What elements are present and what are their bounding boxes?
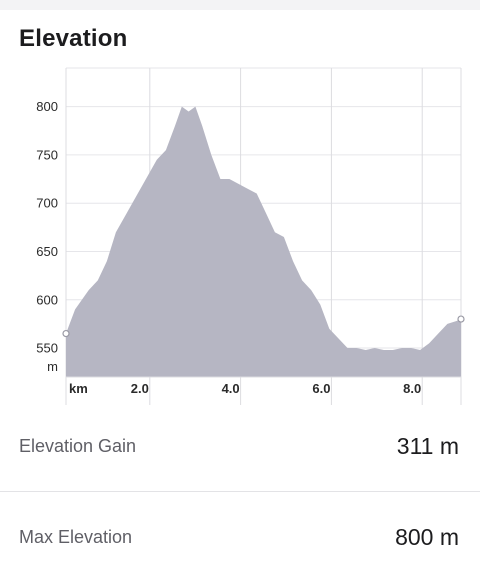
y-tick-label: 550 xyxy=(36,341,58,356)
divider xyxy=(0,491,480,492)
y-tick-label: 700 xyxy=(36,196,58,211)
x-tick-label: 4.0 xyxy=(222,381,240,396)
x-tick-label: 8.0 xyxy=(403,381,421,396)
endpoint-marker xyxy=(457,315,465,323)
stat-row-elevation-gain: Elevation Gain 311 m xyxy=(19,426,459,466)
stat-label: Max Elevation xyxy=(19,526,133,547)
x-tick-label: 6.0 xyxy=(312,381,330,396)
top-strip xyxy=(0,0,480,10)
y-tick-label: 600 xyxy=(36,292,58,307)
stat-value: 311 m xyxy=(396,432,459,459)
y-tick-label: 800 xyxy=(36,99,58,114)
y-tick-label: 750 xyxy=(36,147,58,162)
x-unit-label: km xyxy=(69,381,88,396)
y-tick-label: 650 xyxy=(36,244,58,259)
elevation-chart: 550 600 650 700 750 800 mkm 2.0 4.0 6.0 8.0 xyxy=(36,67,465,405)
stat-row-max-elevation: Max Elevation 800 m xyxy=(19,517,459,557)
y-unit-label: m xyxy=(47,359,58,374)
stat-value: 800 m xyxy=(395,523,459,550)
x-tick-label: 2.0 xyxy=(131,381,149,396)
stat-label: Elevation Gain xyxy=(19,435,137,456)
page-title: Elevation xyxy=(19,25,128,52)
elevation-area xyxy=(66,106,461,377)
endpoint-marker xyxy=(62,329,70,338)
